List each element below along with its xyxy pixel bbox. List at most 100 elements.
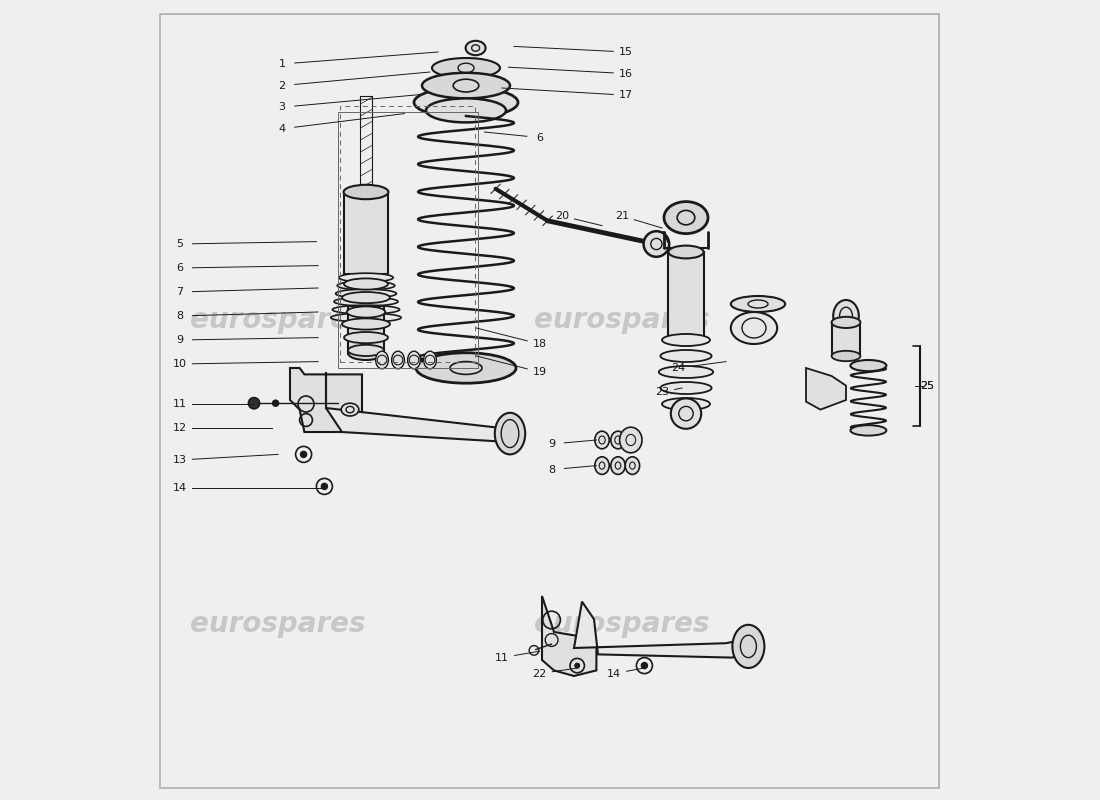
- Circle shape: [644, 231, 669, 257]
- Bar: [832, 322, 860, 356]
- Text: 13: 13: [173, 455, 187, 465]
- Bar: [340, 106, 475, 362]
- Text: 23: 23: [654, 387, 669, 397]
- Ellipse shape: [669, 334, 704, 346]
- Ellipse shape: [349, 347, 384, 360]
- Ellipse shape: [346, 306, 385, 318]
- Ellipse shape: [344, 332, 388, 343]
- Ellipse shape: [832, 350, 860, 361]
- Circle shape: [249, 398, 260, 409]
- Polygon shape: [574, 602, 744, 658]
- Ellipse shape: [664, 202, 708, 234]
- Ellipse shape: [336, 290, 396, 298]
- Text: 24: 24: [671, 363, 685, 373]
- Text: 14: 14: [173, 483, 187, 493]
- Polygon shape: [290, 368, 362, 432]
- Ellipse shape: [595, 431, 609, 449]
- Polygon shape: [806, 368, 846, 410]
- Text: 22: 22: [532, 669, 547, 678]
- Text: eurospares: eurospares: [534, 306, 710, 334]
- Ellipse shape: [338, 282, 395, 290]
- Circle shape: [641, 662, 648, 669]
- Ellipse shape: [832, 317, 860, 328]
- Polygon shape: [542, 596, 596, 676]
- Ellipse shape: [375, 351, 388, 369]
- Ellipse shape: [660, 350, 712, 362]
- Text: 8: 8: [548, 465, 556, 474]
- Ellipse shape: [332, 305, 399, 314]
- Ellipse shape: [659, 366, 713, 378]
- Ellipse shape: [339, 274, 393, 282]
- Text: 3: 3: [278, 102, 286, 112]
- Text: 16: 16: [619, 69, 632, 78]
- Circle shape: [575, 663, 580, 668]
- Bar: [343, 192, 388, 274]
- Text: 9: 9: [176, 335, 184, 345]
- Ellipse shape: [408, 351, 420, 369]
- Ellipse shape: [416, 353, 516, 383]
- Text: 6: 6: [536, 133, 543, 142]
- Text: 15: 15: [619, 47, 632, 57]
- Ellipse shape: [671, 398, 701, 429]
- Ellipse shape: [465, 41, 485, 55]
- Text: 14: 14: [607, 669, 621, 678]
- Text: 19: 19: [532, 367, 547, 377]
- Text: 20: 20: [554, 211, 569, 221]
- Text: 11: 11: [495, 653, 509, 662]
- Bar: [669, 252, 704, 340]
- Bar: [349, 306, 384, 354]
- Text: 25: 25: [921, 381, 935, 390]
- Ellipse shape: [730, 312, 778, 344]
- Ellipse shape: [426, 98, 506, 122]
- Circle shape: [321, 483, 328, 490]
- Text: 2: 2: [278, 81, 286, 90]
- Ellipse shape: [625, 457, 639, 474]
- Polygon shape: [326, 372, 506, 442]
- Ellipse shape: [610, 457, 625, 474]
- Text: eurospares: eurospares: [190, 306, 365, 334]
- Ellipse shape: [610, 431, 625, 449]
- Ellipse shape: [495, 413, 525, 454]
- Text: 10: 10: [173, 359, 187, 369]
- Ellipse shape: [331, 313, 402, 322]
- Ellipse shape: [662, 334, 710, 346]
- Ellipse shape: [344, 278, 388, 290]
- Ellipse shape: [669, 246, 704, 258]
- Ellipse shape: [660, 382, 712, 394]
- Ellipse shape: [733, 625, 764, 668]
- Text: 8: 8: [176, 311, 184, 321]
- Text: eurospares: eurospares: [190, 610, 365, 638]
- Text: 11: 11: [173, 399, 187, 409]
- Text: 9: 9: [548, 439, 556, 449]
- Ellipse shape: [432, 58, 500, 78]
- Ellipse shape: [619, 427, 642, 453]
- Ellipse shape: [730, 296, 785, 312]
- Ellipse shape: [342, 292, 390, 303]
- Text: 4: 4: [278, 124, 286, 134]
- Bar: [338, 112, 478, 368]
- Ellipse shape: [595, 457, 609, 474]
- Text: 18: 18: [532, 339, 547, 349]
- Ellipse shape: [424, 351, 437, 369]
- Text: 6: 6: [176, 263, 183, 273]
- Text: 21: 21: [615, 211, 629, 221]
- Ellipse shape: [392, 351, 405, 369]
- Ellipse shape: [422, 73, 510, 98]
- Ellipse shape: [850, 360, 887, 371]
- Text: 5: 5: [176, 239, 183, 249]
- Ellipse shape: [833, 300, 859, 332]
- Ellipse shape: [850, 426, 887, 435]
- Text: eurospares: eurospares: [534, 610, 710, 638]
- Text: 25: 25: [921, 381, 935, 390]
- Ellipse shape: [343, 185, 388, 199]
- Text: 7: 7: [176, 287, 184, 297]
- Ellipse shape: [348, 345, 384, 356]
- Circle shape: [300, 451, 307, 458]
- Ellipse shape: [342, 318, 390, 330]
- Ellipse shape: [341, 403, 359, 416]
- Circle shape: [273, 400, 278, 406]
- Text: 12: 12: [173, 423, 187, 433]
- Ellipse shape: [414, 87, 518, 118]
- Ellipse shape: [662, 398, 710, 410]
- Ellipse shape: [334, 297, 398, 306]
